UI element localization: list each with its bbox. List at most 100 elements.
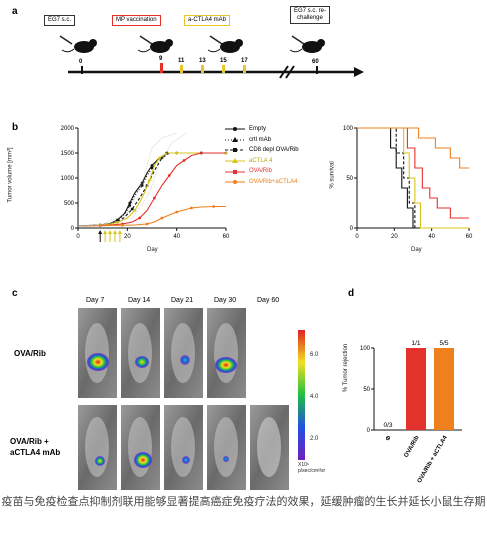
data-point (160, 216, 164, 220)
series-line (77, 152, 226, 227)
x-tick-label: 0 (355, 234, 359, 240)
data-point (148, 179, 151, 182)
timeline-break (279, 65, 289, 79)
series-line (357, 127, 469, 229)
y-tick-label: 50 (346, 176, 353, 182)
x-tick-label: 20 (391, 234, 398, 240)
timeline-box-mp-vaccination: MP vaccination (112, 15, 161, 26)
treatment-arrow-head (117, 230, 122, 234)
data-point (158, 156, 161, 160)
legend-item: OVA/Rib+aCTLA4 (225, 177, 299, 188)
mouse-icon (74, 39, 325, 53)
timeline-break (285, 65, 295, 79)
bar-label: 0/3 (383, 422, 392, 429)
data-point (121, 223, 124, 227)
syringe-icon (59, 35, 305, 45)
timeline-tick-label: 11 (178, 58, 185, 64)
timeline-box-actla4: a-CTLA4 mAb (184, 15, 231, 26)
tumor-volume-chart: 0 20 40 60 0 500 1000 1500 2000 (61, 126, 230, 242)
data-point (128, 204, 132, 207)
y-tick-label: 0 (367, 428, 371, 434)
bar-label: 5/5 (439, 340, 448, 347)
tumor-chart-ylabel: Tumor volume [mm³] (7, 147, 14, 203)
x-tick-label: 60 (223, 234, 230, 240)
legend-item: Empty (225, 124, 299, 135)
data-point (133, 209, 137, 212)
y-tick-label: 0 (71, 226, 75, 232)
category-label: OVA/Rib + aCTLA4 (417, 434, 449, 484)
tumor-signal (87, 353, 109, 371)
timeline-tick-60 (316, 66, 318, 74)
data-point (145, 222, 149, 226)
series-line (77, 152, 226, 227)
colorbar-tick: 2.0 (310, 436, 319, 442)
day-label: Day 60 (257, 297, 280, 304)
timeline-arrow-head (354, 67, 364, 77)
tumor-chart-xlabel: Day (147, 247, 158, 253)
colorbar-unit: X10⁶ p/sec/cm²/sr (298, 462, 326, 474)
tumor-signal (95, 456, 105, 466)
x-tick-label: 60 (466, 234, 473, 240)
x-tick-label: 0 (76, 234, 80, 240)
y-tick-label: 50 (363, 387, 370, 393)
y-tick-label: 1000 (61, 176, 75, 182)
data-point (116, 221, 119, 224)
bar (434, 348, 454, 430)
y-tick-label: 2000 (61, 126, 75, 132)
data-point (150, 166, 154, 170)
legend-label: aCTLA 4 (249, 157, 273, 164)
timeline-tick-label: 13 (199, 58, 206, 64)
day-label: Day 21 (171, 297, 194, 304)
panel-c-letter: c (12, 288, 18, 299)
timeline-tick-9 (160, 63, 163, 73)
data-point (150, 164, 154, 167)
series-line (77, 152, 226, 227)
data-point (140, 184, 144, 187)
series-line (357, 127, 469, 169)
timeline-tick-17 (243, 65, 246, 73)
series-line (77, 152, 226, 227)
data-point (175, 151, 179, 155)
bioluminescence-images (78, 308, 305, 490)
timeline-tick-13 (201, 65, 204, 73)
imaging-row-label: OVA/Rib + aCTLA4 mAb (10, 437, 61, 457)
legend-item: OVA/Rib (225, 166, 299, 177)
individual-trace (77, 132, 177, 227)
x-tick-label: 40 (173, 234, 180, 240)
timeline-diagram (59, 35, 364, 79)
timeline-tick-11 (180, 65, 183, 73)
treatment-arrow-head (98, 230, 103, 234)
survival-chart: 0 20 40 60 0 50 100 (343, 126, 473, 240)
tumor-signal (182, 456, 190, 464)
tumor-signal (215, 357, 237, 373)
series-line (357, 127, 469, 229)
data-point (130, 207, 134, 211)
legend-label: OVA/Rib+aCTLA4 (249, 178, 298, 185)
panel-d-letter: d (348, 288, 355, 299)
timeline-tick-label: 15 (220, 58, 227, 64)
series-line (77, 152, 226, 227)
y-tick-label: 100 (343, 126, 354, 132)
tumor-signal (134, 452, 152, 468)
colorbar (298, 330, 305, 460)
timeline-tick-label: 0 (79, 59, 83, 65)
data-point (182, 159, 186, 162)
imaging-row-label: OVA/Rib (14, 349, 46, 358)
tumor-rejection-chart: 0 50 100 0/3 Φ 1/1 OVA/Rib 5/5 OVA/Rib + aCTLA4 (360, 340, 462, 484)
figure-caption: 疫苗与免疫检查点抑制剂联用能够显著提高癌症免疫疗法的效果，延缓肿瘤的生长并延长小… (1, 496, 486, 508)
panel-a-letter: a (12, 6, 18, 17)
legend-label: OVA/Rib (249, 168, 272, 175)
treatment-arrow-head (113, 230, 117, 234)
timeline-tick-15 (222, 65, 225, 73)
survival-chart-ylabel: % survival (329, 161, 336, 189)
tumor-signal (223, 456, 229, 462)
data-point (167, 174, 171, 177)
y-tick-label: 100 (360, 346, 371, 352)
data-point (212, 205, 216, 208)
panel-b-letter: b (12, 122, 19, 133)
timeline-tick-label: 60 (312, 59, 319, 65)
series-line (357, 127, 469, 229)
treatment-arrow-head (108, 230, 113, 234)
mouse-image-row-1 (78, 308, 246, 398)
x-tick-label: 20 (124, 234, 131, 240)
